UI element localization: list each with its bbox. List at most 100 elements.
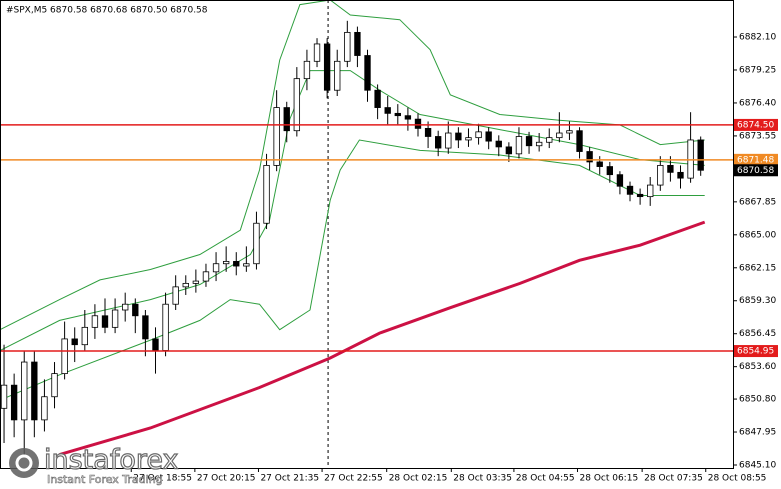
- candle-body: [697, 139, 704, 171]
- candle-body: [283, 107, 290, 132]
- candle-body: [31, 361, 38, 421]
- candle-body: [202, 271, 210, 282]
- y-tick-label: 6882.10: [739, 33, 776, 43]
- candle-body: [293, 78, 301, 132]
- candle-body: [111, 309, 119, 328]
- candle-body: [243, 263, 250, 267]
- x-tick-label: 28 Oct 06:15: [580, 474, 639, 484]
- indicator-line: [59, 220, 706, 457]
- candle-body: [546, 137, 553, 143]
- candle-body: [172, 286, 179, 305]
- candle-body: [677, 171, 684, 179]
- candle-body: [41, 396, 48, 421]
- watermark: instaforex Instant Forex Trading: [9, 444, 179, 486]
- candle-body: [222, 261, 230, 265]
- candle-body: [192, 280, 200, 284]
- candle-body: [354, 31, 361, 56]
- plot-area: [0, 0, 733, 468]
- price-tag: [734, 118, 778, 131]
- price-tag-label: 6871.48: [737, 155, 774, 165]
- watermark-tagline: Instant Forex Trading: [47, 473, 163, 486]
- candle-body: [323, 43, 331, 91]
- y-tick-label: 6850.80: [739, 395, 776, 405]
- candle-body: [566, 130, 573, 134]
- candle-body: [626, 185, 634, 195]
- price-tag: [734, 345, 778, 358]
- candle-body: [51, 373, 58, 398]
- candle-body: [596, 161, 603, 167]
- y-tick-label: 6876.40: [739, 98, 776, 108]
- y-tick-label: 6853.60: [739, 362, 776, 372]
- candle-body: [424, 127, 432, 137]
- candle-body: [101, 315, 109, 328]
- candle-body: [334, 60, 341, 91]
- x-tick-label: 28 Oct 04:55: [516, 474, 575, 484]
- watermark-brand: instaforex: [44, 445, 178, 476]
- y-tick-label: 6865.00: [739, 230, 776, 240]
- candle-body: [71, 338, 78, 346]
- candle-body: [667, 165, 674, 173]
- candle-body: [10, 384, 18, 421]
- candle-body: [303, 60, 311, 80]
- candle-body: [576, 130, 583, 152]
- candle-body: [505, 146, 513, 155]
- candle-body: [122, 303, 129, 311]
- candle-body: [21, 361, 28, 421]
- y-tick-label: 6879.25: [739, 65, 776, 75]
- candle-body: [475, 131, 482, 139]
- candle-body: [616, 174, 624, 187]
- price-tag-label: 6870.58: [737, 166, 774, 176]
- candle-body: [525, 136, 533, 147]
- candle-body: [586, 151, 593, 163]
- candle-body: [142, 315, 149, 340]
- candle-body: [657, 165, 664, 186]
- candle-body: [384, 107, 391, 114]
- candle-body: [394, 112, 401, 117]
- price-tag: [734, 164, 778, 177]
- y-tick-label: 6856.45: [739, 329, 776, 339]
- candle-body: [263, 165, 270, 224]
- candle-body: [455, 132, 462, 141]
- candle-body: [253, 222, 260, 265]
- candle-body: [91, 315, 99, 328]
- candle-body: [0, 384, 8, 409]
- watermark-logo-ring: [15, 454, 33, 472]
- chart-title: #SPX,M5 6870.58 6870.68 6870.50 6870.58: [6, 6, 208, 16]
- y-tick-label: 6845.10: [739, 460, 776, 470]
- candle-body: [344, 31, 351, 62]
- candle-body: [606, 166, 614, 176]
- candle-body: [152, 338, 159, 351]
- candle-body: [364, 55, 371, 91]
- candle-body: [445, 132, 452, 149]
- candle-body: [404, 115, 412, 120]
- price-tag: [734, 153, 778, 166]
- candle-body: [647, 184, 654, 198]
- price-tag-label: 6854.95: [737, 347, 774, 357]
- y-tick-label: 6859.30: [739, 296, 776, 306]
- candle-body: [273, 107, 280, 166]
- candle-body: [435, 136, 442, 149]
- x-tick-label: 27 Oct 18:55: [133, 474, 192, 484]
- candle-body: [535, 141, 543, 147]
- x-tick-label: 27 Oct 22:55: [324, 474, 383, 484]
- candle-body: [313, 43, 321, 62]
- candle-body: [687, 139, 694, 179]
- y-tick-label: 6873.55: [739, 131, 776, 141]
- candle-body: [515, 136, 523, 155]
- x-tick-label: 28 Oct 07:35: [644, 474, 703, 484]
- candle-body: [495, 140, 502, 148]
- x-tick-label: 28 Oct 02:15: [389, 474, 448, 484]
- candle-body: [465, 137, 472, 141]
- candle-body: [485, 131, 492, 142]
- candle-body: [182, 282, 189, 288]
- watermark-logo: [9, 448, 39, 478]
- x-tick-label: 28 Oct 03:35: [453, 474, 512, 484]
- x-tick-label: 28 Oct 08:55: [708, 474, 767, 484]
- candle-body: [162, 303, 169, 351]
- x-tick-label: 27 Oct 20:15: [197, 474, 256, 484]
- candle-body: [61, 338, 68, 375]
- y-tick-label: 6862.15: [739, 263, 776, 273]
- candle-body: [374, 89, 381, 108]
